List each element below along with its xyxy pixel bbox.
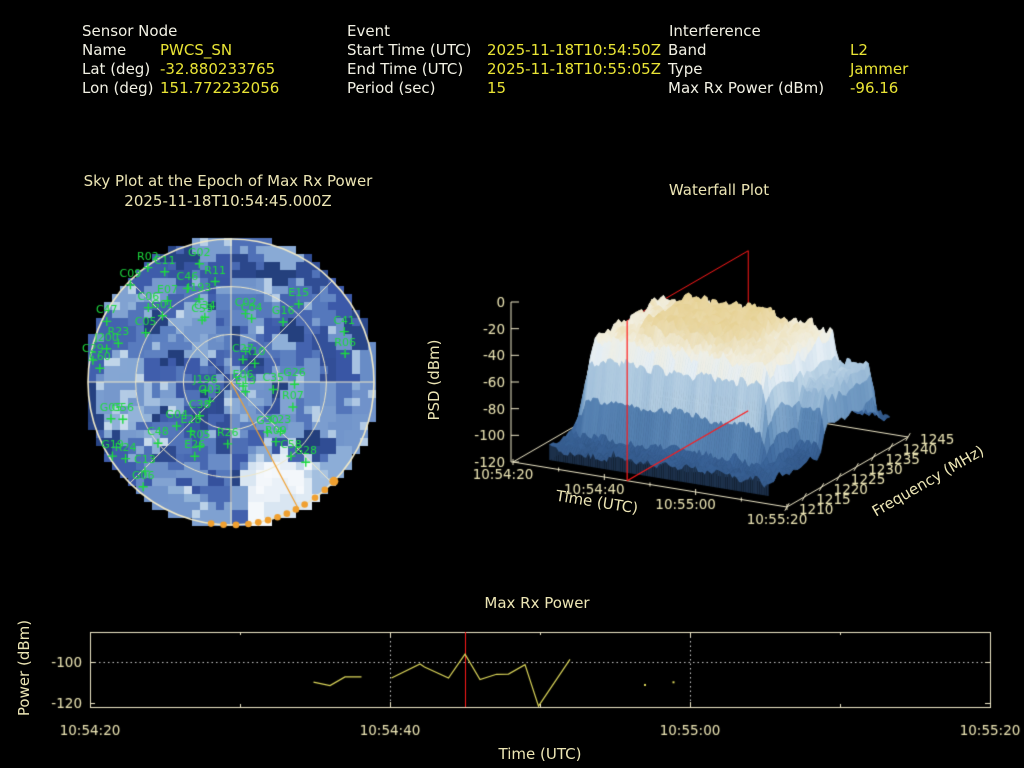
sensor-lon-label: Lon (deg)	[82, 79, 154, 97]
event-start-label: Start Time (UTC)	[347, 41, 472, 59]
event-end-label: End Time (UTC)	[347, 60, 464, 78]
waterfall-canvas	[420, 225, 1020, 525]
interference-maxrx-value: -96.16	[850, 79, 899, 97]
sensor-lon-value: 151.772232056	[160, 79, 280, 97]
event-period-value: 15	[487, 79, 507, 97]
sensor-lat-label: Lat (deg)	[82, 60, 151, 78]
power-plot-canvas	[0, 585, 1024, 768]
interference-type-value: Jammer	[850, 60, 909, 78]
event-section-title: Event	[347, 22, 390, 40]
interference-band-label: Band	[668, 41, 707, 59]
interference-type-label: Type	[668, 60, 703, 78]
sensor-name-label: Name	[82, 41, 127, 59]
interference-maxrx-label: Max Rx Power (dBm)	[668, 79, 825, 97]
sensor-lat-value: -32.880233765	[160, 60, 276, 78]
interference-band-value: L2	[850, 41, 868, 59]
event-start-value: 2025-11-18T10:54:50Z	[487, 41, 661, 59]
sensor-name-row: Name	[82, 41, 126, 59]
sensor-node-section-title: Sensor Node	[82, 22, 178, 40]
sky-plot-canvas	[80, 230, 384, 534]
sky-plot-epoch-subtitle: 2025-11-18T10:54:45.000Z	[124, 192, 332, 210]
event-period-label: Period (sec)	[347, 79, 436, 97]
sensor-name-value: PWCS_SN	[160, 41, 233, 59]
event-end-value: 2025-11-18T10:55:05Z	[487, 60, 661, 78]
interference-section-title: Interference	[669, 22, 761, 40]
waterfall-title: Waterfall Plot	[668, 181, 770, 199]
sky-plot-title: Sky Plot at the Epoch of Max Rx Power	[83, 172, 373, 190]
